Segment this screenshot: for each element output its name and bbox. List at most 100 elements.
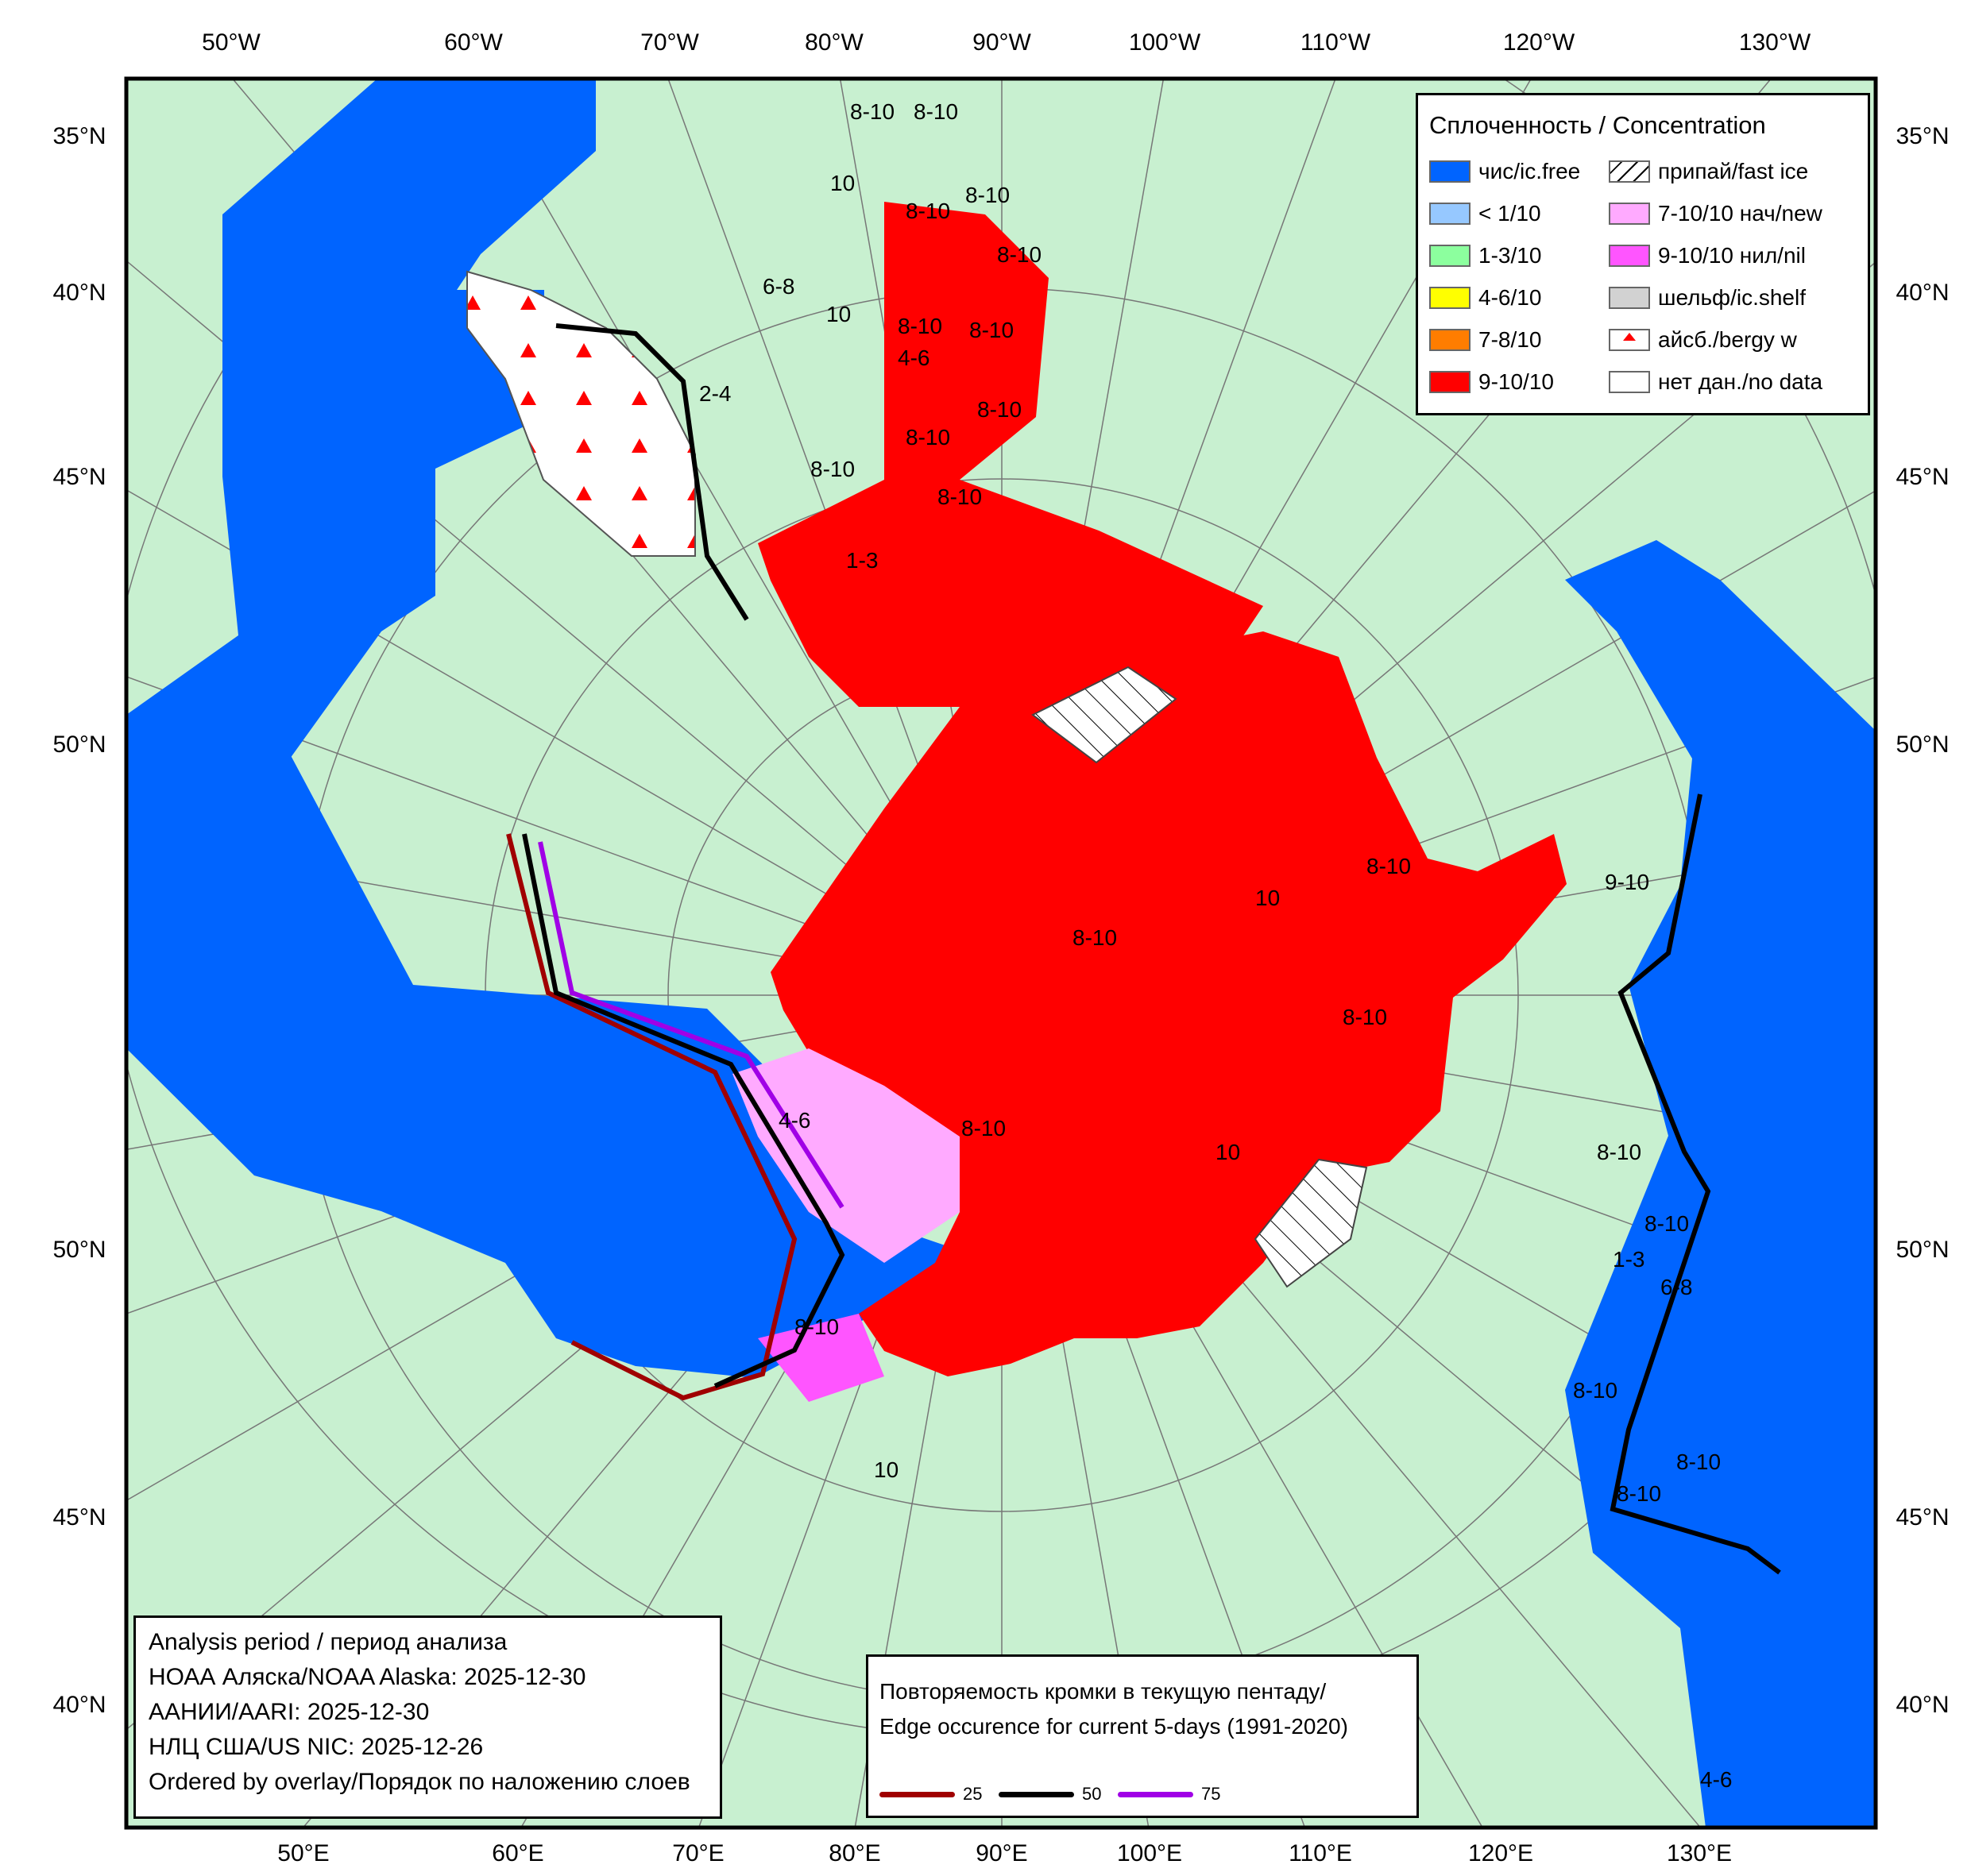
legend-swatch — [1609, 245, 1650, 267]
legend-swatch — [1609, 329, 1650, 351]
ice-concentration-label: 1-3 — [1613, 1247, 1644, 1272]
legend-swatch — [1609, 287, 1650, 309]
legend-label: припай/fast ice — [1658, 159, 1809, 183]
legend-label: < 1/10 — [1478, 201, 1541, 226]
ice-concentration-label: 8-10 — [906, 199, 950, 223]
legend-item: 7-8/10 — [1429, 327, 1541, 353]
legend-label: 7-10/10 нач/new — [1658, 201, 1822, 226]
left-latitude-tick: 35°N — [52, 123, 106, 149]
legend-swatch — [1609, 160, 1650, 183]
right-latitude-tick: 40°N — [1896, 1692, 1950, 1718]
ice-concentration-label: 2-4 — [699, 381, 731, 406]
edge-title-en: Edge occurence for current 5-days (1991-… — [879, 1714, 1348, 1739]
ice-concentration-label: 10 — [830, 171, 855, 195]
ice-free-pacific — [1565, 540, 1876, 1828]
bottom-longitude-tick: 100°E — [1116, 1840, 1183, 1866]
top-longitude-tick: 70°W — [640, 29, 699, 56]
legend-label: 9-10/10 — [1478, 369, 1554, 394]
ice-concentration-label: 8-10 — [1597, 1140, 1641, 1164]
ice-concentration-label: 4-6 — [898, 345, 929, 370]
right-latitude-tick: 50°N — [1896, 1237, 1950, 1263]
ice-9-10-archipelago — [758, 202, 1263, 707]
edge-title-ru: Повторяемость кромки в текущую пентаду/ — [879, 1679, 1327, 1704]
ice-concentration-label: 8-10 — [850, 99, 895, 124]
map-frame — [124, 76, 1878, 1830]
edge-line-swatch — [879, 1791, 955, 1797]
legend-label: 7-8/10 — [1478, 327, 1542, 352]
left-latitude-tick: 50°N — [52, 1237, 106, 1263]
legend-label: 1-3/10 — [1478, 243, 1542, 268]
bottom-longitude-tick: 70°E — [672, 1840, 725, 1866]
legend-label: чис/ic.free — [1478, 159, 1581, 183]
right-latitude-tick: 45°N — [1896, 1504, 1950, 1531]
legend-label: 4-6/10 — [1478, 285, 1542, 310]
legend-label: айсб./bergy w — [1658, 327, 1797, 352]
legend-title: Сплоченность / Concentration — [1429, 111, 1766, 139]
top-longitude-tick: 50°W — [202, 29, 261, 56]
legend-label: 9-10/10 нил/nil — [1658, 243, 1806, 268]
top-longitude-tick: 110°W — [1300, 29, 1371, 56]
period-order: Ordered by overlay/Порядок по наложению … — [149, 1769, 690, 1795]
right-latitude-tick: 45°N — [1896, 464, 1950, 490]
legend-item: 9-10/10 — [1429, 369, 1554, 395]
ice-concentration-label: 8-10 — [969, 318, 1014, 342]
edge-line-swatch — [1118, 1791, 1193, 1797]
ice-concentration-label: 4-6 — [779, 1108, 810, 1133]
ice-concentration-label: 10 — [874, 1457, 899, 1482]
legend-swatch — [1429, 371, 1471, 393]
legend-swatch — [1429, 287, 1471, 309]
edge-occurrence-legend: Повторяемость кромки в текущую пентаду/ … — [866, 1654, 1419, 1818]
legend-label: нет дан./no data — [1658, 369, 1823, 394]
legend-item: 9-10/10 нил/nil — [1609, 243, 1806, 268]
period-nic: НЛЦ США/US NIC: 2025-12-26 — [149, 1734, 484, 1760]
top-longitude-tick: 80°W — [805, 29, 864, 56]
bottom-longitude-tick: 130°E — [1666, 1840, 1733, 1866]
edge-line-25 — [506, 833, 798, 1401]
ice-concentration-label: 8-10 — [1573, 1378, 1617, 1403]
ice-free-atlantic — [126, 747, 961, 1378]
no-data-bergy-region — [466, 270, 696, 557]
edge-legend-item: 50 — [999, 1784, 1101, 1805]
legend-swatch — [1429, 329, 1471, 351]
ice-concentration-label: 8-10 — [961, 1116, 1006, 1141]
left-latitude-tick: 40°N — [52, 280, 106, 306]
edge-line-75 — [538, 841, 844, 1209]
edge-line-label: 50 — [1082, 1784, 1102, 1804]
edge-line-label: 75 — [1201, 1784, 1221, 1804]
ice-concentration-label: 8-10 — [1617, 1481, 1661, 1506]
new-ice-kara — [758, 1314, 884, 1402]
period-noaa: НОАА Аляска/NOAA Alaska: 2025-12-30 — [149, 1664, 586, 1690]
legend-item: шельф/ic.shelf — [1609, 285, 1806, 311]
edge-line-50-baffin — [555, 323, 749, 621]
concentration-legend: Сплоченность / Concentration чис/ic.free… — [1416, 93, 1870, 415]
ice-concentration-label: 8-10 — [965, 183, 1010, 207]
ice-concentration-label: 8-10 — [1366, 854, 1411, 878]
edge-line-swatch — [999, 1791, 1074, 1797]
ice-concentration-label: 4-6 — [1700, 1767, 1732, 1792]
ice-concentration-label: 6-8 — [1660, 1275, 1692, 1299]
fast-ice-archipelago — [1031, 666, 1177, 764]
top-longitude-tick: 100°W — [1128, 29, 1201, 56]
bottom-longitude-tick: 110°E — [1289, 1840, 1352, 1866]
bottom-longitude-tick: 90°E — [976, 1840, 1028, 1866]
ice-concentration-label: 8-10 — [898, 314, 942, 338]
ice-concentration-label: 8-10 — [906, 425, 950, 450]
left-latitude-tick: 45°N — [52, 464, 106, 490]
period-aari: ААНИИ/AARI: 2025-12-30 — [149, 1699, 430, 1725]
bottom-longitude-tick: 120°E — [1467, 1840, 1534, 1866]
ice-concentration-label: 8-10 — [1676, 1449, 1721, 1474]
legend-item: 1-3/10 — [1429, 243, 1541, 268]
right-latitude-tick: 50°N — [1896, 731, 1950, 758]
legend-item: припай/fast ice — [1609, 159, 1808, 184]
ice-concentration-label: 8-10 — [977, 397, 1022, 422]
right-latitude-tick: 40°N — [1896, 280, 1950, 306]
ice-concentration-label: 6-8 — [763, 274, 794, 299]
left-latitude-tick: 45°N — [52, 1504, 106, 1531]
legend-item: < 1/10 — [1429, 201, 1541, 226]
edge-legend-item: 25 — [879, 1784, 982, 1805]
legend-item: айсб./bergy w — [1609, 327, 1797, 353]
legend-item: чис/ic.free — [1429, 159, 1580, 184]
legend-swatch — [1609, 371, 1650, 393]
legend-swatch — [1429, 245, 1471, 267]
legend-item: 7-10/10 нач/new — [1609, 201, 1822, 226]
